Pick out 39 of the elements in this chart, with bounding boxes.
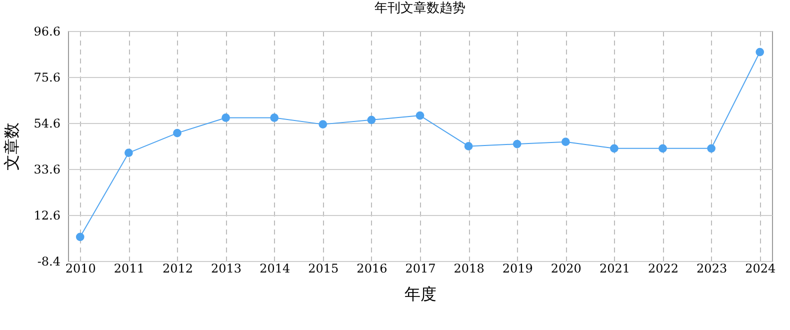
y-tick-label: 33.6: [34, 162, 60, 176]
x-tick-label: 2014: [260, 262, 290, 276]
y-tick-label: 12.6: [34, 208, 60, 222]
y-tick-label: 96.6: [34, 24, 60, 38]
point: [76, 232, 84, 242]
point: [561, 138, 570, 146]
y-tick-label: 75.6: [34, 70, 60, 84]
point: [707, 144, 716, 153]
x-tick-label: 2023: [696, 262, 728, 276]
x-tick-label: 2010: [65, 262, 96, 276]
point: [367, 116, 376, 124]
x-tick-label: 2018: [454, 262, 484, 276]
y-tick-label: -8.4: [37, 254, 61, 268]
point: [124, 148, 133, 157]
x-tick-label: 2011: [114, 262, 144, 276]
y-tick-label: 54.6: [34, 116, 60, 130]
y-axis-title: 文章数: [2, 122, 21, 170]
point: [658, 144, 667, 153]
x-tick-label: 2017: [405, 262, 436, 276]
chart-title: 年刊文章数趋势: [374, 1, 466, 16]
point: [173, 128, 182, 138]
x-tick-label: 2015: [308, 262, 339, 276]
x-axis-title: 年度: [404, 284, 436, 304]
point: [610, 144, 618, 153]
x-tick-label: 2022: [648, 262, 679, 276]
point: [756, 48, 764, 56]
point: [222, 114, 230, 122]
point: [416, 111, 424, 120]
x-tick-label: 2019: [502, 262, 533, 276]
point: [464, 142, 473, 150]
point: [318, 120, 328, 128]
x-tick-label: 2013: [211, 262, 242, 276]
x-tick-label: 2016: [356, 262, 388, 276]
x-tick-label: 2021: [599, 262, 630, 276]
x-tick-label: 2012: [162, 262, 194, 276]
x-tick-label: 2024: [745, 262, 776, 276]
x-tick-label: 2020: [550, 262, 582, 276]
point: [512, 140, 522, 148]
point: [270, 114, 279, 122]
